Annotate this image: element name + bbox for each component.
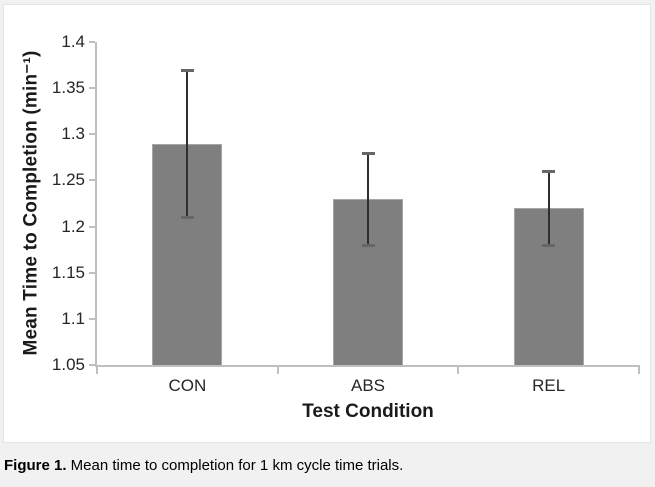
error-bar-line-con [186, 69, 189, 218]
x-axis-tick [96, 367, 98, 374]
y-axis-tick [89, 364, 95, 366]
error-bar-line-abs [367, 152, 369, 246]
y-axis-tick [89, 225, 95, 228]
x-axis-title: Test Condition [302, 401, 434, 422]
figure-caption: Figure 1. Mean time to completion for 1 … [4, 456, 644, 475]
category-label-con: CON [168, 376, 207, 395]
y-tick-label: 1.2 [61, 216, 85, 236]
y-tick-label: 1.4 [61, 32, 85, 51]
y-axis-line [95, 42, 97, 367]
y-axis-tick [89, 41, 95, 43]
figure-caption-text: Mean time to completion for 1 km cycle t… [66, 457, 404, 474]
y-axis-title: Mean Time to Completion (min⁻¹) [20, 50, 42, 356]
x-axis-tick [276, 367, 279, 374]
error-bar-cap-top-abs [361, 151, 375, 155]
category-label-rel: REL [532, 376, 566, 395]
y-axis-tick [89, 317, 95, 320]
error-bar-cap-top-con [180, 68, 194, 72]
y-tick-label: 1.3 [61, 124, 85, 144]
category-label-abs: ABS [350, 376, 386, 395]
y-tick-label: 1.1 [61, 308, 85, 328]
x-axis-tick [457, 367, 460, 374]
y-tick-label: 1.25 [51, 170, 85, 190]
x-axis-line [95, 365, 640, 367]
error-bar-cap-bottom-rel [542, 244, 556, 248]
y-tick-label: 1.15 [51, 262, 85, 282]
y-axis-tick [89, 179, 95, 182]
error-bar-cap-bottom-con [180, 216, 194, 220]
y-axis-tick [89, 271, 95, 274]
error-bar-cap-top-rel [542, 170, 556, 174]
y-tick-label: 1.35 [51, 78, 85, 98]
x-axis-tick [638, 367, 640, 374]
y-axis-tick [89, 133, 95, 136]
y-tick-label: 1.05 [51, 355, 85, 374]
figure-caption-label: Figure 1. [4, 457, 67, 474]
error-bar-cap-bottom-abs [361, 244, 375, 248]
error-bar-line-rel [547, 171, 550, 246]
y-axis-tick [89, 87, 95, 90]
plot-area: 1.4 1.35 1.3 1.25 1.2 1.15 1.1 1.05 CON ABS REL [51, 32, 640, 395]
